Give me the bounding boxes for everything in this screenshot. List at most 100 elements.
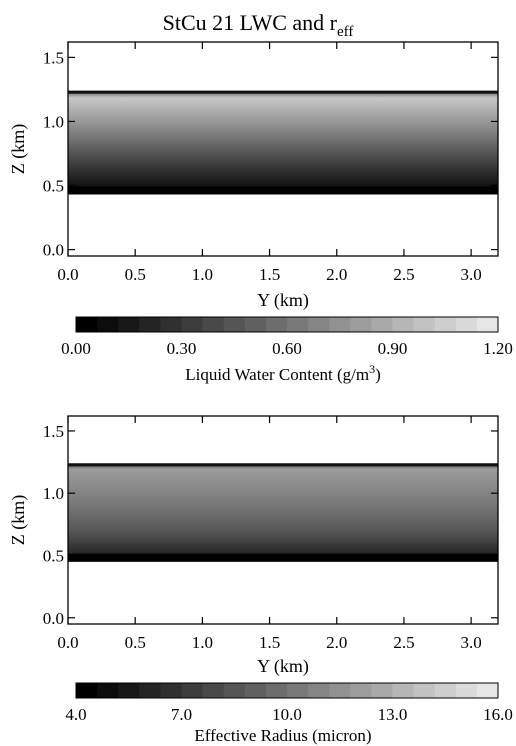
reff-cloud-base-band (68, 553, 498, 562)
reff-colorbar-swatch (76, 683, 98, 698)
reff-colorbar-swatch (308, 683, 330, 698)
reff-xlabel: Y (km) (257, 656, 309, 677)
lwc-colorbar-swatch (455, 317, 478, 332)
reff-xtick-label: 2.0 (326, 633, 347, 652)
lwc-colorbar-swatch (223, 317, 246, 332)
lwc-colorbar-swatch (139, 317, 161, 332)
reff-colorbar-frame (75, 682, 499, 699)
reff-cloud-top-edge (68, 463, 498, 467)
reff-colorbar-tick-label: 4.0 (65, 705, 86, 724)
reff-colorbar-swatch (455, 683, 478, 698)
reff-xtick-label: 1.0 (192, 633, 213, 652)
lwc-ytick-label: 0.0 (43, 241, 64, 260)
reff-colorbar-swatch (329, 683, 351, 698)
lwc-colorbar-swatch (329, 317, 351, 332)
lwc-colorbar-swatch (76, 317, 98, 332)
lwc-cloud-top-edge (68, 90, 498, 94)
lwc-colorbar-frame (75, 316, 499, 333)
reff-xtick-label: 0.5 (125, 633, 146, 652)
figure-title: StCu 21 LWC and reff (163, 10, 354, 40)
lwc-colorbar-swatch (118, 317, 140, 332)
lwc-colorbar-swatch (244, 317, 267, 332)
reff-ylabel: Z (km) (8, 495, 29, 545)
reff-colorbar-swatch (287, 683, 309, 698)
reff-xtick-label: 0.0 (57, 633, 78, 652)
lwc-colorbar-swatch (265, 317, 288, 332)
lwc-xlabel: Y (km) (257, 290, 309, 311)
reff-colorbar-tick-label: 7.0 (171, 705, 192, 724)
lwc-colorbar-swatch (434, 317, 457, 332)
lwc-colorbar-tick-label: 0.90 (378, 339, 408, 358)
reff-ytick-label: 0.5 (43, 546, 64, 565)
lwc-colorbar-tick-label: 0.30 (167, 339, 197, 358)
reff-colorbar-swatch (371, 683, 393, 698)
lwc-xtick-label: 1.5 (259, 265, 280, 284)
lwc-colorbar-swatch (413, 317, 436, 332)
lwc-xtick-label: 1.0 (192, 265, 213, 284)
reff-colorbar-tick-label: 10.0 (272, 705, 302, 724)
lwc-colorbar-tick-label: 0.00 (61, 339, 91, 358)
lwc-ytick-label: 1.0 (43, 112, 64, 131)
reff-ytick-label: 0.0 (43, 609, 64, 628)
lwc-colorbar-tick-label: 0.60 (272, 339, 302, 358)
lwc-ytick-label: 0.5 (43, 177, 64, 196)
figure-title-subscript: eff (337, 24, 353, 40)
reff-colorbar-swatch (476, 683, 499, 698)
reff-xtick-label: 2.5 (393, 633, 414, 652)
lwc-colorbar-swatch (287, 317, 309, 332)
reff-plot-frame (67, 415, 499, 625)
reff-xtick-label: 3.0 (461, 633, 482, 652)
lwc-colorbar-tick-label: 1.20 (483, 339, 513, 358)
lwc-colorbar-swatch (350, 317, 372, 332)
reff-colorbar-swatch (97, 683, 119, 698)
lwc-cloud-layer (68, 90, 498, 195)
reff-colorbar: 4.0 7.0 10.0 13.0 16.0 (65, 682, 513, 724)
reff-colorbar-tick-label: 16.0 (483, 705, 513, 724)
reff-colorbar-swatch (202, 683, 225, 698)
lwc-xtick-label: 2.0 (326, 265, 347, 284)
reff-colorbar-swatch (160, 683, 182, 698)
reff-panel: 0.0 0.5 1.0 1.5 2.0 2.5 3.0 0.0 0.5 1.0 1.5 Z (km)… (8, 415, 513, 745)
lwc-xtick-label: 0.0 (57, 265, 78, 284)
reff-colorbar-swatch (392, 683, 415, 698)
lwc-colorbar-swatch (97, 317, 119, 332)
reff-colorbar-swatch (434, 683, 457, 698)
lwc-colorbar-swatch (308, 317, 330, 332)
reff-colorbar-swatch (118, 683, 140, 698)
lwc-colorbar-label: Liquid Water Content (g/m3) (185, 362, 381, 384)
lwc-colorbar-swatch (476, 317, 499, 332)
reff-colorbar-swatch (244, 683, 267, 698)
lwc-cloud-base-band (68, 186, 498, 195)
lwc-colorbar-swatch (202, 317, 225, 332)
reff-colorbar-swatch (413, 683, 436, 698)
lwc-ytick-label: 1.5 (43, 48, 64, 67)
lwc-colorbar: 0.00 0.30 0.60 0.90 1.20 (61, 316, 513, 358)
lwc-colorbar-swatch (181, 317, 204, 332)
figure-title-main: StCu 21 LWC and r (163, 10, 338, 35)
lwc-colorbar-swatch (392, 317, 415, 332)
lwc-xtick-label: 0.5 (125, 265, 146, 284)
lwc-ylabel: Z (km) (8, 124, 29, 174)
lwc-panel: 0.0 0.5 1.0 1.5 2.0 2.5 3.0 0.0 0.5 1.0 1.5 Z (km)… (8, 41, 513, 384)
lwc-xtick-label: 3.0 (461, 265, 482, 284)
lwc-plot-frame (67, 41, 499, 257)
lwc-axis-ticks: 0.0 0.5 1.0 1.5 2.0 2.5 3.0 0.0 0.5 1.0 1.5 (43, 42, 498, 284)
reff-xtick-label: 1.5 (259, 633, 280, 652)
lwc-colorbar-swatch (371, 317, 393, 332)
reff-cloud-layer (68, 463, 498, 562)
reff-colorbar-swatch (139, 683, 161, 698)
reff-colorbar-tick-label: 13.0 (378, 705, 408, 724)
lwc-xtick-label: 2.5 (393, 265, 414, 284)
reff-ytick-label: 1.0 (43, 484, 64, 503)
reff-colorbar-swatch (265, 683, 288, 698)
lwc-colorbar-swatch (160, 317, 182, 332)
lwc-field (68, 90, 498, 195)
reff-axis-ticks: 0.0 0.5 1.0 1.5 2.0 2.5 3.0 0.0 0.5 1.0 1.5 (43, 416, 498, 652)
reff-colorbar-swatch (350, 683, 372, 698)
reff-ytick-label: 1.5 (43, 422, 64, 441)
reff-colorbar-label: Effective Radius (micron) (194, 726, 371, 745)
reff-colorbar-swatch (181, 683, 204, 698)
reff-field (68, 463, 498, 562)
reff-colorbar-swatch (223, 683, 246, 698)
